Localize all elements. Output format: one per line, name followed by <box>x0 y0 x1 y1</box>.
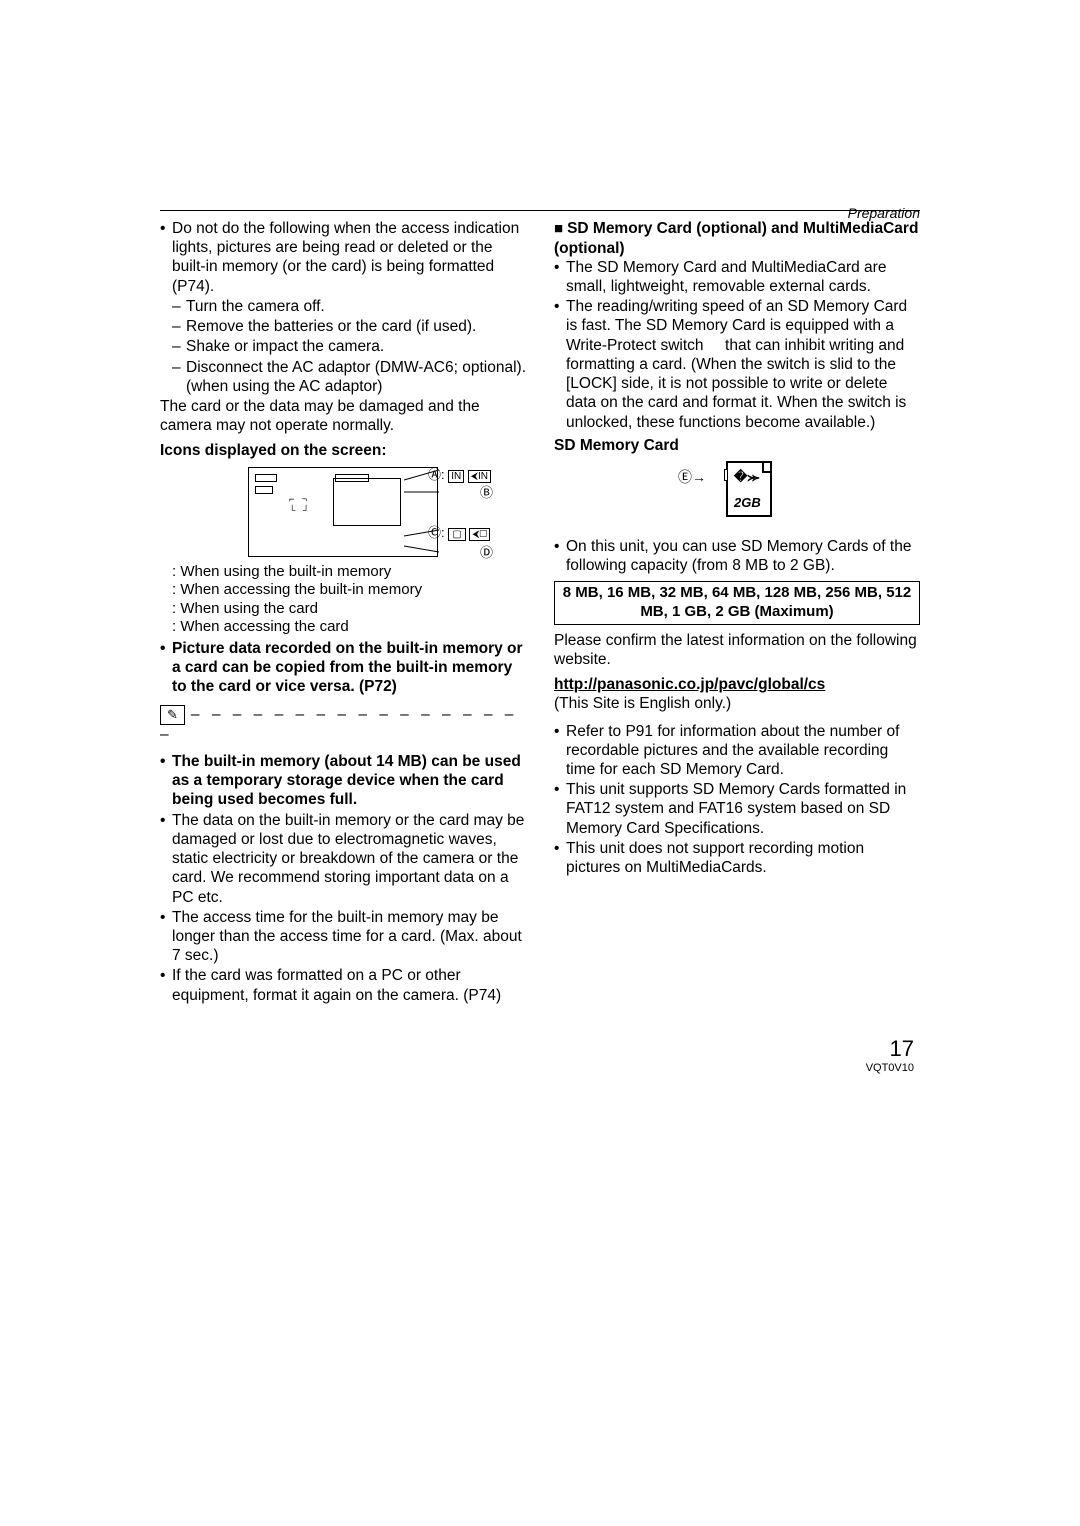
damage-note: • The data on the built-in memory or the… <box>160 811 526 907</box>
bullet-text: Do not do the following when the access … <box>172 219 526 296</box>
two-column-layout: • Do not do the following when the acces… <box>160 219 920 1006</box>
sd-notch <box>762 463 770 473</box>
note-icon: ✎ <box>160 705 185 725</box>
url-line: http://panasonic.co.jp/pavc/global/cs <box>554 675 920 694</box>
sub-text: Disconnect the AC adaptor (DMW-AC6; opti… <box>186 358 526 396</box>
sd-p1: • The SD Memory Card and MultiMediaCard … <box>554 258 920 296</box>
legend-row: : When accessing the card <box>160 618 526 637</box>
bullet-text: The reading/writing speed of an SD Memor… <box>566 297 920 432</box>
sd-card-figure: Ⓔ→ �⪼ 2GB <box>702 461 772 531</box>
temp-storage: • The built-in memory (about 14 MB) can … <box>160 752 526 810</box>
confirm-text: Please confirm the latest information on… <box>554 631 920 669</box>
note-separator: ✎– – – – – – – – – – – – – – – – – <box>160 705 526 744</box>
bullet-text: The SD Memory Card and MultiMediaCard ar… <box>566 258 920 296</box>
sub-text: Turn the camera off. <box>186 297 526 316</box>
capacity-box: 8 MB, 16 MB, 32 MB, 64 MB, 128 MB, 256 M… <box>554 581 920 624</box>
left-column: • Do not do the following when the acces… <box>160 219 526 1006</box>
sd-p2: • The reading/writing speed of an SD Mem… <box>554 297 920 432</box>
legend: : When using the built-in memory : When … <box>160 563 526 637</box>
page-number: 17 <box>160 1036 920 1062</box>
sd-card-icon: �⪼ 2GB <box>726 461 772 517</box>
bullet-text: This unit does not support recording mot… <box>566 839 920 877</box>
dash: – <box>172 337 186 356</box>
sub-item: – Turn the camera off. <box>160 297 526 316</box>
bullet-dot: • <box>554 722 566 780</box>
bullet-intro: • Do not do the following when the acces… <box>160 219 526 296</box>
fig-label-C: Ⓒ: ▢ ⮜▢ <box>428 525 490 541</box>
sd-logo-icon: �⪼ <box>734 469 760 485</box>
sd-heading: ■SD Memory Card (optional) and MultiMedi… <box>554 219 920 258</box>
sd-capacity: 2GB <box>734 495 761 511</box>
bullet-text: The data on the built-in memory or the c… <box>172 811 526 907</box>
bullet-text: Refer to P91 for information about the n… <box>566 722 920 780</box>
mmc-note: • This unit does not support recording m… <box>554 839 920 877</box>
dashes: – – – – – – – – – – – – – – – – – <box>160 706 517 743</box>
icons-heading: Icons displayed on the screen: <box>160 441 526 460</box>
manual-page: Preparation • Do not do the following wh… <box>0 0 1080 1174</box>
dash: – <box>172 317 186 336</box>
dash: – <box>172 358 186 396</box>
sub-item: – Shake or impact the camera. <box>160 337 526 356</box>
site-note: (This Site is English only.) <box>554 694 920 713</box>
fig-label-D: Ⓓ <box>480 545 493 561</box>
bullet-dot: • <box>160 752 172 810</box>
fat-note: • This unit supports SD Memory Cards for… <box>554 780 920 838</box>
p91-note: • Refer to P91 for information about the… <box>554 722 920 780</box>
bullet-dot: • <box>554 297 566 432</box>
copy-note: • Picture data recorded on the built-in … <box>160 639 526 697</box>
top-rule <box>160 210 920 211</box>
write-protect-switch <box>724 469 728 481</box>
bullet-dot: • <box>554 780 566 838</box>
bullet-text: The built-in memory (about 14 MB) can be… <box>172 752 526 810</box>
bullet-text: Picture data recorded on the built-in me… <box>172 639 526 697</box>
bullet-dot: • <box>160 811 172 907</box>
bullet-dot: • <box>160 219 172 296</box>
square-icon: ■ <box>554 220 563 237</box>
legend-row: : When using the card <box>160 600 526 619</box>
bullet-dot: • <box>554 258 566 296</box>
access-time: • The access time for the built-in memor… <box>160 908 526 966</box>
bullet-text: On this unit, you can use SD Memory Card… <box>566 537 920 575</box>
section-header: Preparation <box>848 205 920 221</box>
sub-item: – Remove the batteries or the card (if u… <box>160 317 526 336</box>
sd-card-heading: SD Memory Card <box>554 436 920 455</box>
dash: – <box>172 297 186 316</box>
bullet-dot: • <box>160 639 172 697</box>
bullet-dot: • <box>554 537 566 575</box>
sub-text: Remove the batteries or the card (if use… <box>186 317 526 336</box>
bullet-text: The access time for the built-in memory … <box>172 908 526 966</box>
bullet-text: This unit supports SD Memory Cards forma… <box>566 780 920 838</box>
bullet-text: If the card was formatted on a PC or oth… <box>172 966 526 1004</box>
sub-item: – Disconnect the AC adaptor (DMW-AC6; op… <box>160 358 526 396</box>
bullet-dot: • <box>160 966 172 1004</box>
screen-figure: ⌐ ¬└ ┘ <box>248 467 438 557</box>
right-column: ■SD Memory Card (optional) and MultiMedi… <box>554 219 920 1006</box>
legend-row: : When using the built-in memory <box>160 563 526 582</box>
fig-label-B: Ⓑ <box>480 485 493 501</box>
legend-row: : When accessing the built-in memory <box>160 581 526 600</box>
after-text: The card or the data may be damaged and … <box>160 397 526 435</box>
bullet-dot: • <box>160 908 172 966</box>
sub-text: Shake or impact the camera. <box>186 337 526 356</box>
fig-label-A: Ⓐ: IN ⮜IN <box>428 467 491 483</box>
format-pc: • If the card was formatted on a PC or o… <box>160 966 526 1004</box>
bullet-dot: • <box>554 839 566 877</box>
on-unit: • On this unit, you can use SD Memory Ca… <box>554 537 920 575</box>
sd-arrow-label: Ⓔ→ <box>678 469 706 486</box>
website-url[interactable]: http://panasonic.co.jp/pavc/global/cs <box>554 676 825 693</box>
callout-lines-icon <box>249 468 439 558</box>
document-id: VQT0V10 <box>160 1062 920 1074</box>
